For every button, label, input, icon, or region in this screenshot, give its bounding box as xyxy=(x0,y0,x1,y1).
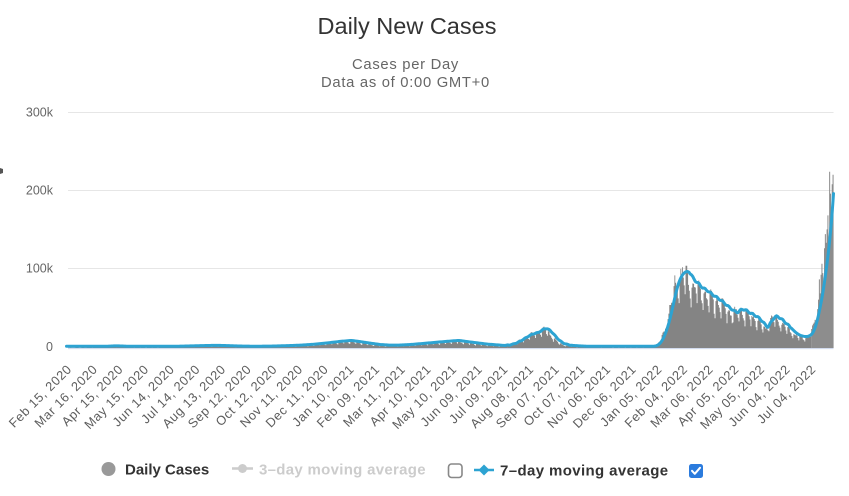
svg-text:Cases per Day: Cases per Day xyxy=(352,57,459,73)
svg-text:300k: 300k xyxy=(26,106,54,120)
svg-text:Data as of 0:00 GMT+0: Data as of 0:00 GMT+0 xyxy=(321,75,490,91)
svg-text:3–day moving average: 3–day moving average xyxy=(259,462,426,479)
svg-text:200k: 200k xyxy=(26,184,54,198)
svg-text:Daily New Cases: Daily New Cases xyxy=(318,13,497,39)
svg-text:100k: 100k xyxy=(26,262,54,276)
svg-text:0: 0 xyxy=(46,340,53,354)
svg-text:7–day moving average: 7–day moving average xyxy=(500,463,669,480)
svg-text:Daily Cases: Daily Cases xyxy=(125,462,209,479)
